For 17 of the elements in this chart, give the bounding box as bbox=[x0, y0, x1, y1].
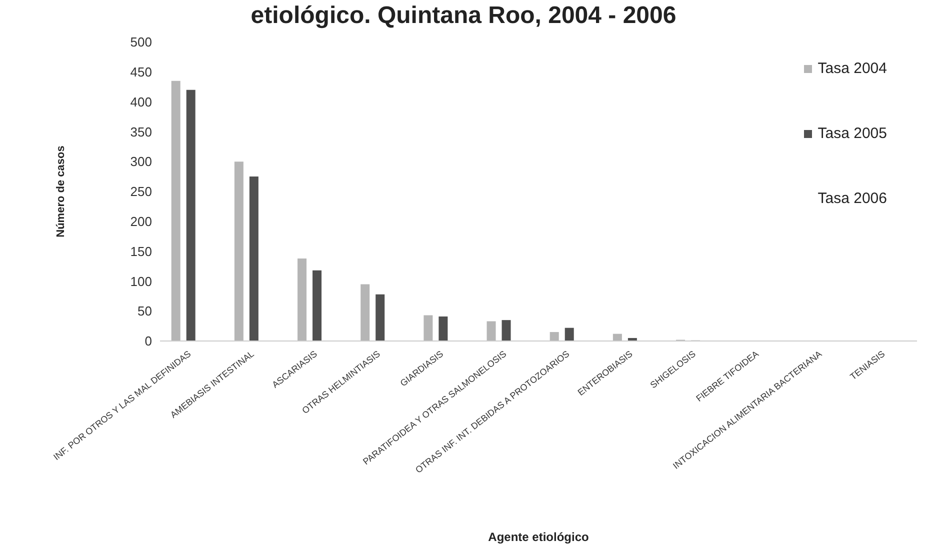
y-tick-label: 350 bbox=[130, 124, 152, 140]
y-tick-label: 300 bbox=[130, 154, 152, 170]
y-tick-label: 250 bbox=[130, 184, 152, 200]
y-axis-title: Número de casos bbox=[54, 146, 67, 238]
y-tick-label: 150 bbox=[130, 244, 152, 259]
text: Tasa 2006 bbox=[818, 190, 887, 207]
y-tick-label: 200 bbox=[130, 214, 152, 230]
x-axis-title: Agente etiológico bbox=[488, 530, 589, 544]
legend-label: Tasa 2005 bbox=[818, 125, 887, 142]
y-tick-label: 50 bbox=[138, 304, 152, 319]
y-tick-label: 450 bbox=[130, 64, 152, 80]
chart-title: etiológico. Quintana Roo, 2004 - 2006 bbox=[250, 2, 678, 30]
y-tick-label: 100 bbox=[130, 274, 152, 289]
legend-label: Tasa 2004 bbox=[818, 60, 887, 77]
y-tick-label: 400 bbox=[130, 94, 152, 110]
y-tick-label: 500 bbox=[130, 34, 152, 50]
y-tick-label: 0 bbox=[144, 334, 152, 349]
